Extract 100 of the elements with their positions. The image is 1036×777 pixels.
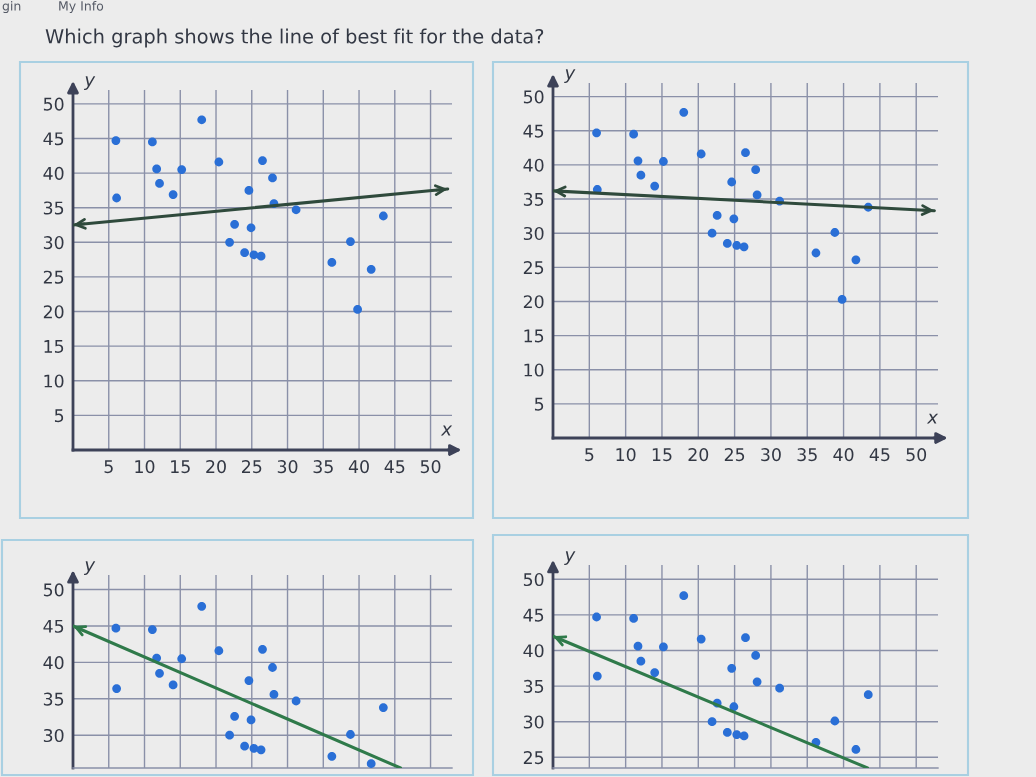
point xyxy=(592,128,601,138)
x-tick-label: 40 xyxy=(833,448,854,462)
point xyxy=(246,223,256,233)
point xyxy=(811,248,821,258)
point xyxy=(837,295,847,304)
point xyxy=(592,671,602,681)
point xyxy=(269,690,279,699)
x-tick-label: 25 xyxy=(724,448,745,462)
point xyxy=(712,211,722,220)
point xyxy=(112,193,122,203)
point xyxy=(366,264,376,274)
point xyxy=(751,651,761,660)
text: gin xyxy=(2,0,21,14)
point xyxy=(230,711,239,721)
point xyxy=(629,614,639,623)
point xyxy=(240,248,250,258)
point xyxy=(268,173,277,183)
point xyxy=(240,741,250,751)
point xyxy=(230,219,239,229)
x-tick-label: 20 xyxy=(688,448,709,462)
y-tick-label: 15 xyxy=(44,340,64,353)
point xyxy=(636,170,646,180)
point xyxy=(732,730,742,739)
point xyxy=(636,656,646,666)
y-tick-label: 5 xyxy=(534,397,544,411)
point xyxy=(633,641,643,651)
y-axis-title: y xyxy=(564,551,576,565)
y-tick-label: 5 xyxy=(54,409,64,423)
point xyxy=(696,634,706,644)
x-tick-label: 10 xyxy=(616,448,636,462)
point xyxy=(147,137,157,147)
point xyxy=(177,654,187,664)
y-tick-label: 45 xyxy=(43,132,64,146)
y-tick-label: 10 xyxy=(44,374,64,388)
point xyxy=(851,745,861,754)
x-tick-label: 40 xyxy=(348,460,369,474)
point xyxy=(659,642,668,652)
point xyxy=(378,703,388,712)
point xyxy=(752,677,762,687)
point xyxy=(739,731,749,741)
point xyxy=(225,237,234,247)
y-tick-label: 30 xyxy=(43,728,64,743)
point xyxy=(112,684,122,694)
x-tick-label: 50 xyxy=(906,448,927,462)
x-tick-label: 5 xyxy=(585,448,594,462)
point xyxy=(679,107,689,117)
point xyxy=(752,190,762,200)
y-tick-label: 45 xyxy=(523,124,544,138)
point xyxy=(863,690,873,700)
point xyxy=(830,716,840,726)
point xyxy=(197,601,207,611)
point xyxy=(696,149,706,159)
point xyxy=(244,676,254,685)
text: My Info xyxy=(59,0,104,14)
x-tick-label: 45 xyxy=(384,460,405,474)
x-tick-label: 35 xyxy=(797,448,817,462)
point xyxy=(729,214,739,224)
point xyxy=(727,663,737,673)
y-tick-label: 25 xyxy=(523,751,544,765)
point xyxy=(732,241,742,250)
point xyxy=(291,696,301,706)
y-tick-label: 30 xyxy=(43,236,64,250)
y-tick-label: 20 xyxy=(43,305,64,319)
x-axis-title: x xyxy=(926,413,939,424)
point xyxy=(327,751,337,761)
y-tick-label: 50 xyxy=(43,97,64,111)
point xyxy=(249,250,259,260)
y-tick-label: 45 xyxy=(43,619,64,633)
point xyxy=(155,668,164,678)
point xyxy=(258,156,267,166)
x-tick-label: 35 xyxy=(313,460,333,474)
y-tick-label: 35 xyxy=(43,201,64,215)
y-tick-label: 40 xyxy=(43,166,64,180)
y-tick-label: 35 xyxy=(43,692,64,706)
x-tick-label: 5 xyxy=(104,460,113,474)
point xyxy=(722,727,732,737)
point xyxy=(256,251,266,261)
point xyxy=(830,228,840,237)
point xyxy=(214,157,224,167)
point xyxy=(111,623,121,633)
y-tick-label: 35 xyxy=(523,679,544,693)
x-tick-label: 30 xyxy=(761,448,781,462)
y-tick-label: 10 xyxy=(524,363,544,377)
point xyxy=(152,164,162,174)
point xyxy=(851,255,861,265)
y-tick-label: 50 xyxy=(43,583,64,597)
y-tick-label: 30 xyxy=(523,226,544,241)
y-tick-label: 50 xyxy=(523,90,544,104)
point xyxy=(741,633,750,643)
point xyxy=(256,745,266,755)
point xyxy=(751,165,761,175)
point xyxy=(168,680,178,690)
point xyxy=(659,157,668,166)
y-axis-title: y xyxy=(83,561,96,575)
point xyxy=(168,190,178,199)
y-axis-title: y xyxy=(564,69,576,83)
point xyxy=(147,625,157,635)
y-tick-label: 40 xyxy=(523,158,544,172)
x-tick-label: 15 xyxy=(171,460,190,474)
point xyxy=(727,177,737,187)
